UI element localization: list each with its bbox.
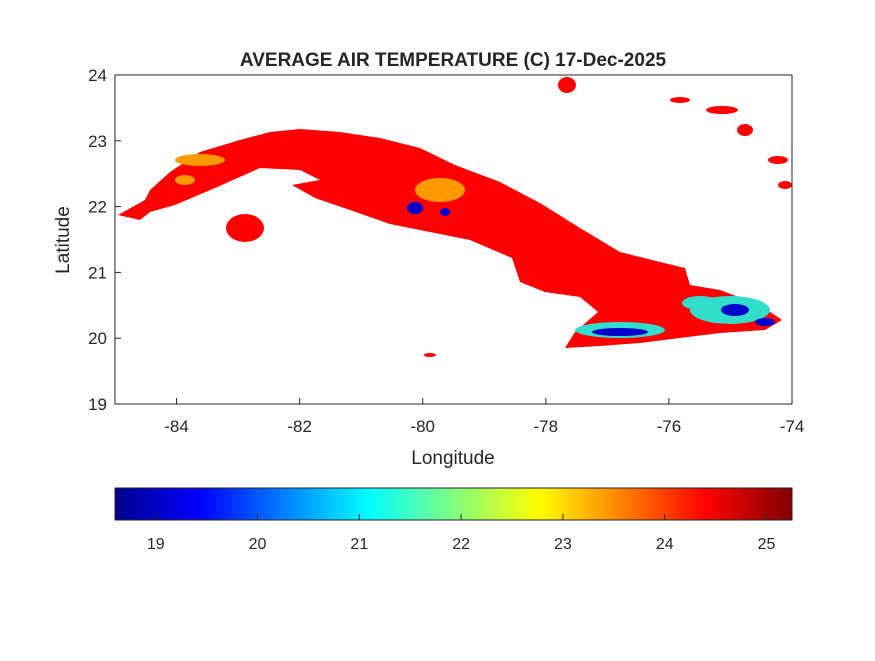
x-tick-label: -80 [410, 417, 435, 436]
colorbar-tick-label: 21 [350, 536, 368, 553]
warm-region [415, 178, 465, 202]
colorbar-ticks: 19 20 21 22 23 24 25 [147, 514, 776, 553]
island [558, 77, 576, 93]
cuba-landmass [118, 129, 782, 348]
x-tick-label: -74 [780, 417, 805, 436]
island [670, 97, 690, 103]
x-tick-label: -84 [164, 417, 189, 436]
colorbar-tick-label: 19 [147, 536, 165, 553]
island [706, 106, 738, 114]
y-tick-label: 22 [88, 198, 107, 217]
y-axis-label: Latitude [53, 206, 74, 274]
isla-de-la-juventud [226, 214, 264, 242]
colorbar-tick-label: 20 [249, 536, 267, 553]
x-tick-label: -82 [287, 417, 312, 436]
colorbar-tick-label: 24 [656, 536, 674, 553]
mountain-region [682, 296, 718, 310]
y-tick-label: 23 [88, 132, 107, 151]
x-tick-label: -76 [657, 417, 682, 436]
island [424, 353, 436, 357]
island [737, 124, 753, 136]
island [778, 181, 792, 189]
colorbar-tick-label: 25 [758, 536, 776, 553]
colorbar [114, 487, 793, 521]
colorbar-tick-label: 23 [554, 536, 572, 553]
y-ticks: 19 20 21 22 23 24 [88, 66, 121, 414]
chart-title: AVERAGE AIR TEMPERATURE (C) 17-Dec-2025 [240, 50, 667, 71]
cool-region [407, 202, 423, 214]
warm-region [175, 154, 225, 166]
y-tick-label: 20 [88, 329, 107, 348]
cool-region [440, 208, 450, 216]
x-ticks: -84 -82 -80 -78 -76 -74 [164, 398, 804, 436]
y-tick-label: 21 [88, 263, 107, 282]
island [768, 156, 788, 164]
y-tick-label: 24 [88, 66, 107, 85]
cool-region [755, 318, 775, 326]
cool-region [721, 304, 749, 316]
temperature-map [118, 77, 792, 357]
warm-region [175, 175, 195, 185]
cool-region [592, 328, 648, 336]
plot-frame [114, 74, 793, 405]
x-tick-label: -78 [534, 417, 559, 436]
y-tick-label: 19 [88, 395, 107, 414]
colorbar-tick-label: 22 [452, 536, 470, 553]
x-axis-label: Longitude [411, 448, 494, 469]
